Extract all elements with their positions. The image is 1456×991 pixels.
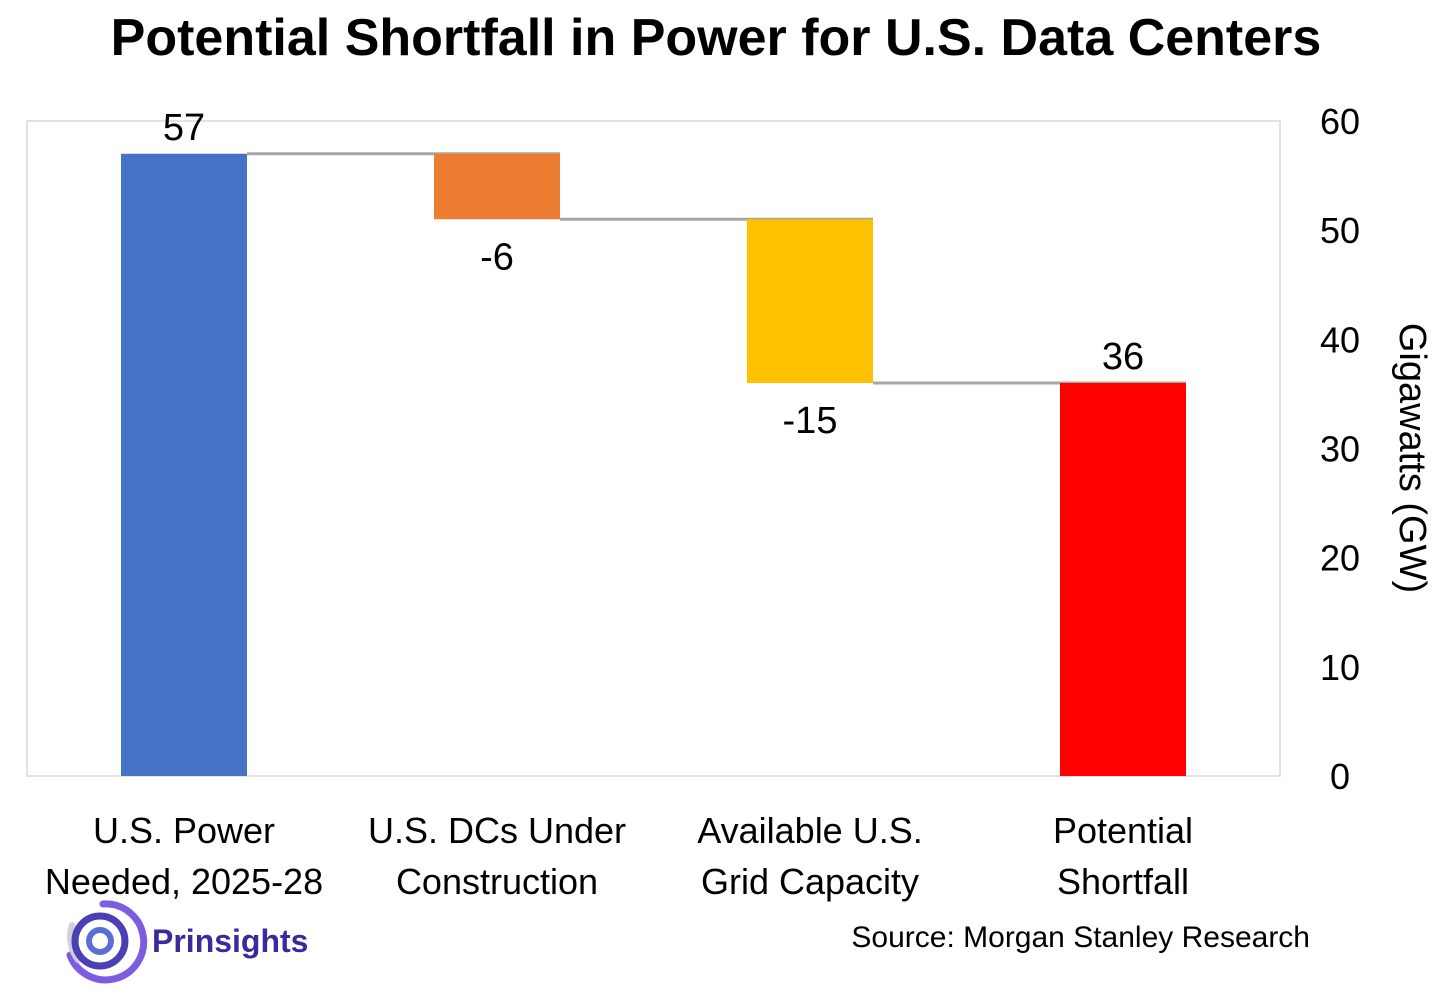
data-label: 57: [163, 107, 205, 149]
chart-title: Potential Shortfall in Power for U.S. Da…: [111, 9, 1322, 67]
bar: [747, 219, 873, 383]
data-label: -6: [480, 236, 514, 278]
source-note: Source: Morgan Stanley Research: [851, 921, 1310, 954]
y-tick-label: 50: [1320, 210, 1360, 251]
data-label: -15: [783, 400, 838, 442]
y-axis-label: Gigawatts (GW): [1391, 323, 1433, 593]
data-label: 36: [1102, 336, 1144, 378]
category-label: U.S. Power Needed, 2025-28: [45, 810, 323, 902]
y-tick-label: 0: [1330, 756, 1350, 797]
bars: [121, 153, 1186, 776]
category-label: Available U.S. Grid Capacity: [697, 810, 922, 902]
data-labels: 57 -6 -15 36: [163, 107, 1144, 442]
y-tick-label: 20: [1320, 538, 1360, 579]
category-label: Potential Shortfall: [1053, 810, 1193, 902]
y-axis-ticks: 0 10 20 30 40 50 60: [1320, 101, 1360, 797]
bar: [434, 153, 560, 220]
y-tick-label: 10: [1320, 647, 1360, 688]
bar: [121, 153, 247, 776]
category-labels: U.S. Power Needed, 2025-28 U.S. DCs Under C…: [45, 810, 1193, 902]
y-tick-label: 60: [1320, 101, 1360, 142]
brand-name: Prinsights: [152, 923, 308, 959]
concentric-circles-logo-icon: [66, 900, 148, 984]
y-tick-label: 30: [1320, 429, 1360, 470]
y-tick-label: 40: [1320, 319, 1360, 360]
bar: [1060, 383, 1186, 776]
category-label: U.S. DCs Under Construction: [368, 810, 626, 902]
